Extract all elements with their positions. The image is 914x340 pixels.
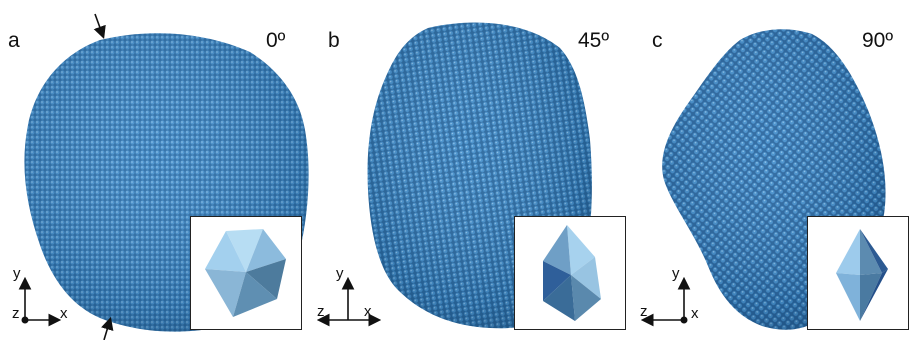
inset-octahedron-b — [514, 216, 626, 330]
panel-a: a 0º y x z — [0, 0, 310, 340]
panel-angle-b: 45º — [578, 29, 610, 52]
arrow-indicator-top — [93, 13, 106, 40]
panel-angle-c: 90º — [862, 29, 894, 52]
panel-letter-b: b — [328, 29, 340, 52]
axis-label-z: z — [640, 303, 648, 320]
axis-label-z: z — [317, 303, 325, 320]
axis-label-z: z — [12, 305, 20, 322]
arrow-indicator-bottom — [101, 316, 114, 340]
inset-octahedron-c — [807, 216, 909, 330]
axis-label-y: y — [336, 265, 344, 282]
axis-label-x: x — [364, 303, 372, 320]
axis-indicator-a: y x z — [12, 265, 68, 327]
panel-angle-a: 0º — [266, 29, 286, 52]
inset-octahedron-a — [190, 216, 302, 330]
axis-indicator-c: y x z — [640, 265, 699, 327]
panel-letter-c: c — [652, 29, 663, 52]
axis-label-y: y — [13, 265, 21, 282]
axis-indicator-b: y x z — [316, 265, 382, 327]
axis-label-x: x — [691, 305, 699, 322]
panel-c: c 90º y x z — [632, 0, 914, 340]
panel-letter-a: a — [8, 29, 20, 52]
axis-label-y: y — [672, 265, 680, 282]
panel-b: b 45º y x z — [310, 0, 632, 340]
axis-label-x: x — [60, 305, 68, 322]
